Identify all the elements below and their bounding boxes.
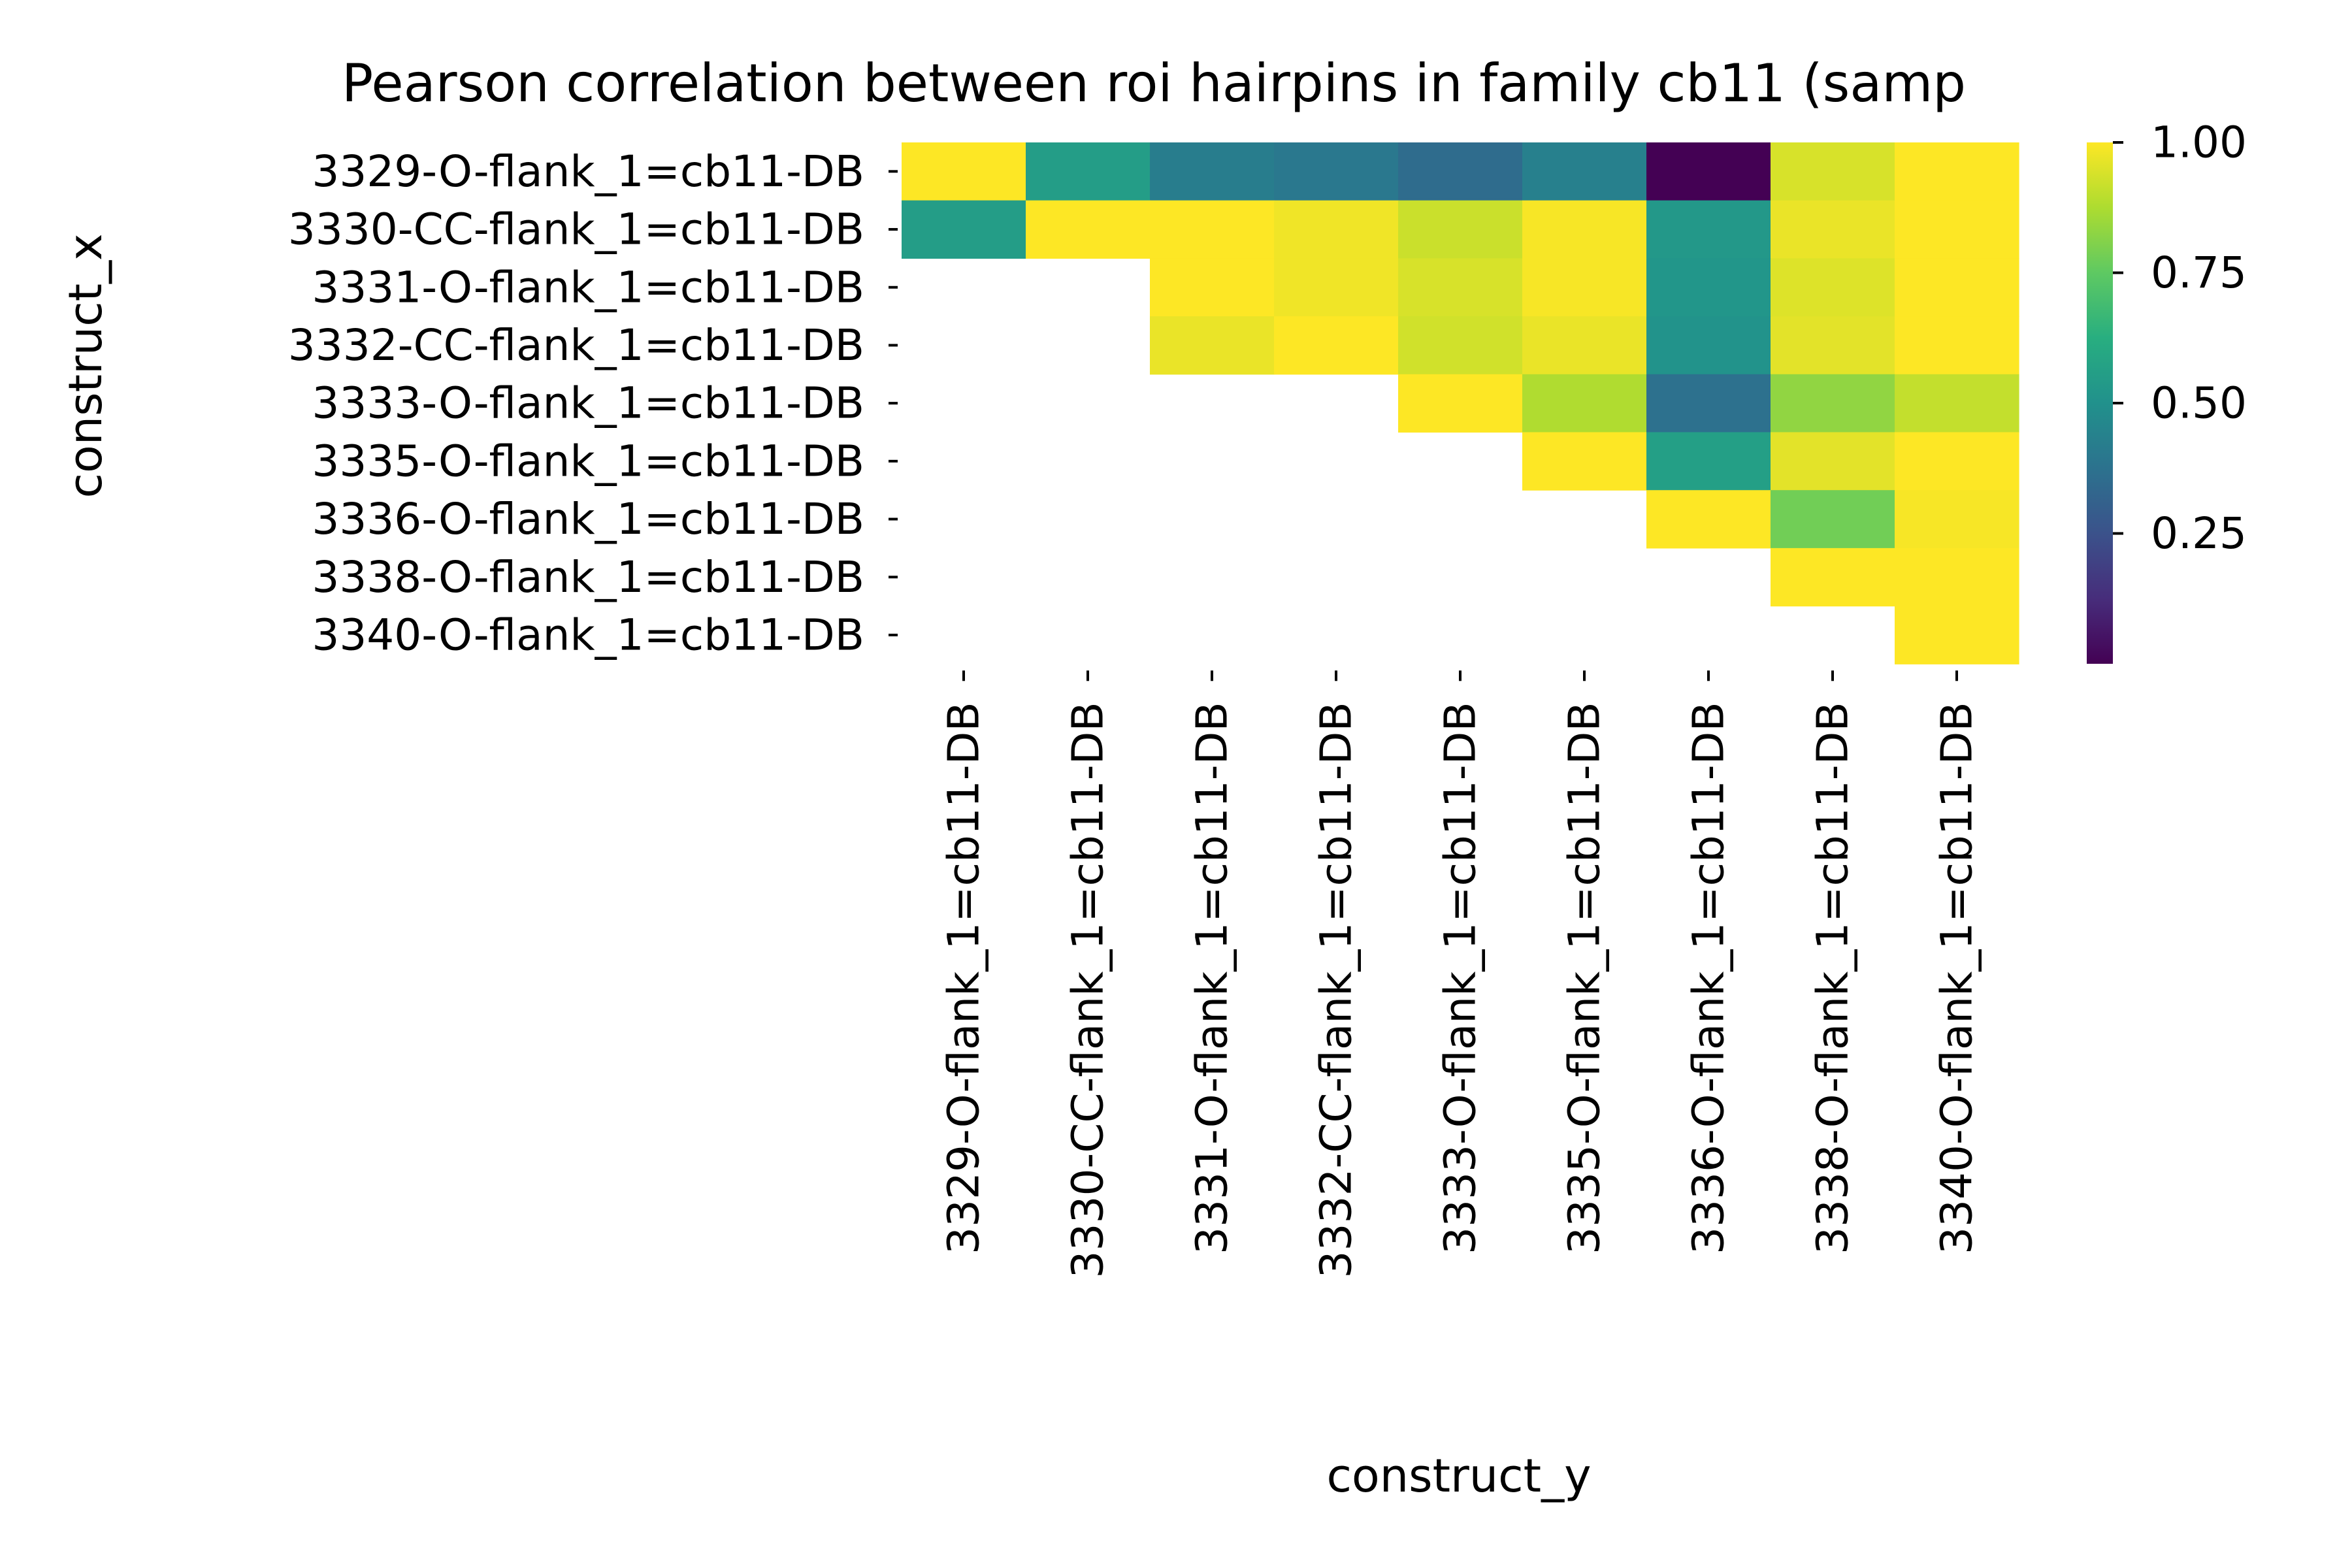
x-tick-label: 3331-O-flank_1=cb11-DB bbox=[1187, 702, 1237, 1254]
heatmap-cell bbox=[1398, 258, 1523, 317]
heatmap-cell bbox=[1895, 316, 2019, 375]
y-tick-label: 3332-CC-flank_1=cb11-DB bbox=[288, 320, 864, 370]
y-tick-label: 3340-O-flank_1=cb11-DB bbox=[312, 610, 864, 660]
heatmap-cell bbox=[1895, 432, 2019, 491]
heatmap-cell bbox=[1771, 547, 1895, 607]
y-tick-label: 3331-O-flank_1=cb11-DB bbox=[312, 262, 864, 312]
x-tick-label: 3330-CC-flank_1=cb11-DB bbox=[1063, 702, 1113, 1278]
heatmap-cell bbox=[1398, 200, 1523, 259]
y-tick-label: 3336-O-flank_1=cb11-DB bbox=[312, 494, 864, 544]
heatmap-cell bbox=[1522, 316, 1647, 375]
colorbar-ticks: 1.00 0.75 0.50 0.25 bbox=[2113, 118, 2247, 559]
heatmap-cell bbox=[1274, 200, 1399, 259]
heatmap-cell bbox=[1895, 606, 2019, 664]
x-tick-label: 3336-O-flank_1=cb11-DB bbox=[1684, 702, 1734, 1254]
heatmap-cell bbox=[1646, 374, 1771, 433]
heatmap-cell bbox=[1646, 142, 1771, 201]
colorbar-tick-label: 0.25 bbox=[2151, 508, 2247, 559]
heatmap-cell bbox=[1398, 374, 1523, 433]
x-tick-label: 3333-O-flank_1=cb11-DB bbox=[1435, 702, 1486, 1254]
heatmap-cell bbox=[1646, 490, 1771, 549]
heatmap-cell bbox=[1895, 142, 2019, 201]
heatmap-cell bbox=[1522, 374, 1647, 433]
heatmap-cell bbox=[1274, 142, 1399, 201]
heatmap-cell bbox=[1274, 258, 1399, 317]
colorbar-tick-label: 0.50 bbox=[2151, 378, 2247, 429]
chart-title: Pearson correlation between roi hairpins… bbox=[342, 53, 1966, 114]
heatmap-cell bbox=[902, 200, 1026, 259]
heatmap-cell bbox=[1771, 316, 1895, 375]
y-axis-label: construct_x bbox=[59, 233, 112, 498]
heatmap-cell bbox=[1646, 258, 1771, 317]
heatmap-cell bbox=[1150, 258, 1275, 317]
x-tick-label: 3340-O-flank_1=cb11-DB bbox=[1932, 702, 1982, 1254]
x-tick-label: 3338-O-flank_1=cb11-DB bbox=[1808, 702, 1858, 1254]
x-tick-labels: 3329-O-flank_1=cb11-DB 3330-CC-flank_1=cb… bbox=[939, 670, 1982, 1279]
y-tick-label: 3330-CC-flank_1=cb11-DB bbox=[288, 204, 864, 255]
heatmap-cell bbox=[1646, 316, 1771, 375]
heatmap-cell bbox=[1026, 200, 1151, 259]
y-tick-labels: 3329-O-flank_1=cb11-DB 3330-CC-flank_1=cb… bbox=[288, 146, 898, 660]
heatmap-cell bbox=[1522, 258, 1647, 317]
heatmap-cell bbox=[1646, 200, 1771, 259]
colorbar-tick-label: 1.00 bbox=[2151, 118, 2247, 168]
colorbar-tick-label: 0.75 bbox=[2151, 248, 2247, 298]
heatmap-cell bbox=[1895, 258, 2019, 317]
x-tick-label: 3329-O-flank_1=cb11-DB bbox=[939, 702, 989, 1254]
y-tick-label: 3338-O-flank_1=cb11-DB bbox=[312, 552, 864, 602]
heatmap-cell bbox=[1274, 316, 1399, 375]
heatmap-cell bbox=[1398, 142, 1523, 201]
heatmap-cell bbox=[1771, 200, 1895, 259]
y-tick-label: 3335-O-flank_1=cb11-DB bbox=[312, 436, 864, 486]
heatmap-cell bbox=[1771, 142, 1895, 201]
heatmap-cell bbox=[1771, 432, 1895, 491]
heatmap-cell bbox=[1398, 316, 1523, 375]
heatmap-cell bbox=[1150, 316, 1275, 375]
heatmap-cell bbox=[1150, 200, 1275, 259]
x-tick-label: 3335-O-flank_1=cb11-DB bbox=[1560, 702, 1610, 1254]
heatmap-cells bbox=[902, 142, 2019, 664]
heatmap-cell bbox=[1771, 258, 1895, 317]
heatmap-cell bbox=[1771, 374, 1895, 433]
y-tick-label: 3333-O-flank_1=cb11-DB bbox=[312, 378, 864, 429]
x-axis-label: construct_y bbox=[1326, 1449, 1591, 1503]
heatmap-cell bbox=[902, 142, 1026, 201]
x-tick-label: 3332-CC-flank_1=cb11-DB bbox=[1311, 702, 1362, 1278]
heatmap-cell bbox=[1522, 200, 1647, 259]
heatmap-cell bbox=[1150, 142, 1275, 201]
heatmap-cell bbox=[1895, 490, 2019, 549]
heatmap-cell bbox=[1771, 490, 1895, 549]
heatmap-cell bbox=[1522, 432, 1647, 491]
heatmap-cell bbox=[1522, 142, 1647, 201]
heatmap-cell bbox=[1895, 547, 2019, 607]
heatmap-cell bbox=[1895, 374, 2019, 433]
heatmap-cell bbox=[1895, 200, 2019, 259]
colorbar bbox=[2087, 142, 2113, 664]
heatmap-cell bbox=[1646, 432, 1771, 491]
y-tick-label: 3329-O-flank_1=cb11-DB bbox=[312, 146, 864, 197]
heatmap-cell bbox=[1026, 142, 1151, 201]
